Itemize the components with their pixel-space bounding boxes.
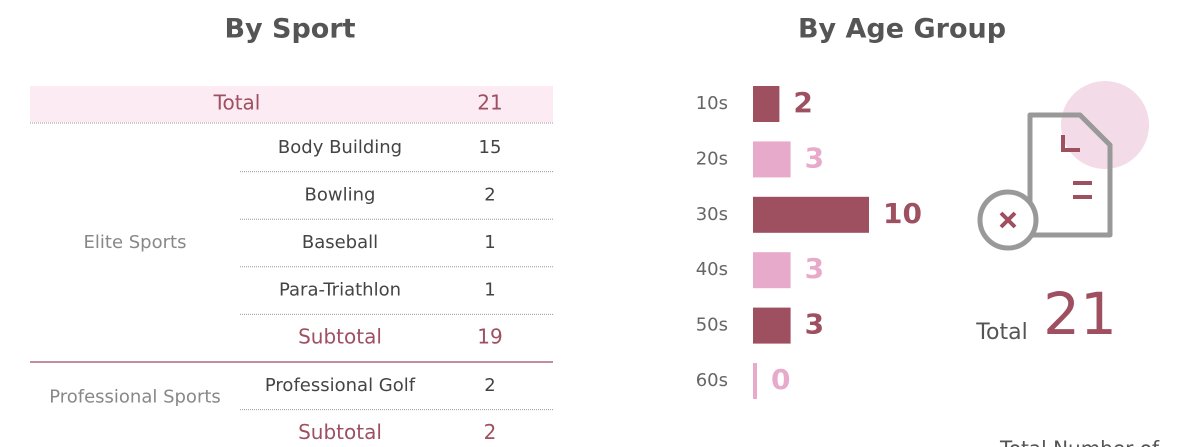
subtotal-label: Subtotal: [298, 420, 382, 444]
category-label: 40s: [696, 259, 728, 280]
value-label: 10: [883, 197, 922, 230]
item-value: 1: [484, 232, 495, 253]
bar: [753, 363, 757, 399]
item-value: 15: [479, 137, 502, 158]
item-name: Body Building: [278, 137, 402, 158]
bar: [753, 196, 869, 233]
item-value: 2: [484, 184, 495, 205]
bar: [753, 252, 791, 289]
value-label: 3: [805, 252, 824, 285]
category-label: 10s: [696, 93, 728, 114]
category-label: 60s: [696, 370, 728, 391]
group-name: Professional Sports: [49, 387, 221, 408]
subtotal-label: Subtotal: [298, 325, 382, 349]
category-label: 20s: [696, 148, 728, 169]
icon-bg: [1061, 81, 1149, 169]
item-name: Baseball: [302, 232, 378, 253]
bar: [753, 86, 780, 122]
value-label: 3: [805, 308, 824, 341]
total-row-bg: [30, 86, 553, 122]
doc-lines: [1061, 135, 1092, 199]
subtotal-value: 2: [484, 420, 497, 444]
group-name: Elite Sports: [84, 232, 187, 253]
item-value: 1: [484, 280, 495, 301]
value-label: 0: [771, 363, 790, 396]
value-label: 3: [805, 141, 824, 174]
age-title: By Age Group: [798, 14, 1006, 45]
item-name: Professional Golf: [265, 375, 416, 396]
item-name: Bowling: [305, 184, 376, 205]
total-label: Total: [213, 91, 261, 115]
total-value: 21: [1043, 280, 1117, 348]
category-label: 50s: [696, 315, 728, 336]
x-mark: [999, 211, 1017, 229]
item-name: Para-Triathlon: [279, 280, 401, 301]
total-label: Total: [975, 320, 1027, 345]
value-label: 2: [793, 86, 812, 119]
subtotal-value: 19: [477, 325, 502, 349]
bar: [753, 307, 791, 344]
total-value: 21: [477, 91, 502, 115]
category-label: 30s: [696, 204, 728, 225]
item-value: 2: [484, 375, 495, 396]
sport-title: By Sport: [224, 14, 355, 45]
footer-text: Total Number of: [999, 437, 1160, 447]
bar: [753, 141, 791, 178]
